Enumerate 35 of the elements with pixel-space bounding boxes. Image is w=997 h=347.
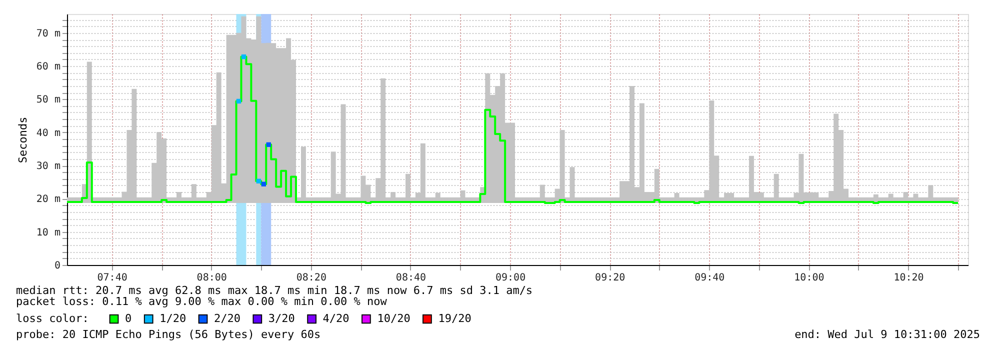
y-tick-label: 0 xyxy=(54,260,60,272)
legend-label: 3/20 xyxy=(268,312,295,325)
point xyxy=(241,54,246,60)
legend-label: 4/20 xyxy=(322,312,350,325)
text: end: Wed Jul 9 10:31:00 2025 xyxy=(794,328,980,341)
text: median rtt: 20.7 ms avg 62.8 ms max 18.7 ms min 18.7 ms now 6.7 ms sd 3.1 am/s xyxy=(16,284,533,297)
text: packet loss: 0.11 % avg 9.00 % max 0.00 % min 0.00 % now xyxy=(16,295,388,308)
y-axis-title: Seconds xyxy=(16,116,30,164)
x-tick-label: 08:40 xyxy=(396,272,426,284)
x-tick-label: 09:40 xyxy=(694,272,725,284)
x-tick-label: 08:20 xyxy=(296,272,326,284)
y-tick-label: 40 m xyxy=(36,128,60,139)
point xyxy=(256,178,262,184)
legend-label: 0 xyxy=(125,312,132,325)
y-tick-label: 30 m xyxy=(36,161,60,172)
x-tick-label: 10:20 xyxy=(894,272,924,284)
legend-label: 19/20 xyxy=(438,312,472,325)
text: probe: 20 ICMP Echo Pings (56 Bytes) every 60s xyxy=(16,328,321,341)
x-tick-label: 10:00 xyxy=(794,272,824,284)
legend-label: 10/20 xyxy=(377,312,410,325)
y-tick-label: 60 m xyxy=(36,62,60,73)
x-tick-label: 08:00 xyxy=(196,272,227,284)
point xyxy=(236,98,242,104)
legend-label: 2/20 xyxy=(214,312,240,325)
x-tick-label: 07:40 xyxy=(97,272,128,284)
y-tick-label: 20 m xyxy=(36,194,60,206)
x-tick-label: 09:00 xyxy=(495,272,526,284)
y-tick-label: 70 m xyxy=(36,28,60,40)
point xyxy=(261,182,266,186)
y-tick-label: 50 m xyxy=(36,94,60,106)
y-tick-label: 10 m xyxy=(36,227,60,238)
legend-title: loss color: xyxy=(16,312,89,325)
x-tick-label: 09:20 xyxy=(595,272,626,284)
legend-label: 1/20 xyxy=(160,312,186,325)
point xyxy=(266,142,271,147)
